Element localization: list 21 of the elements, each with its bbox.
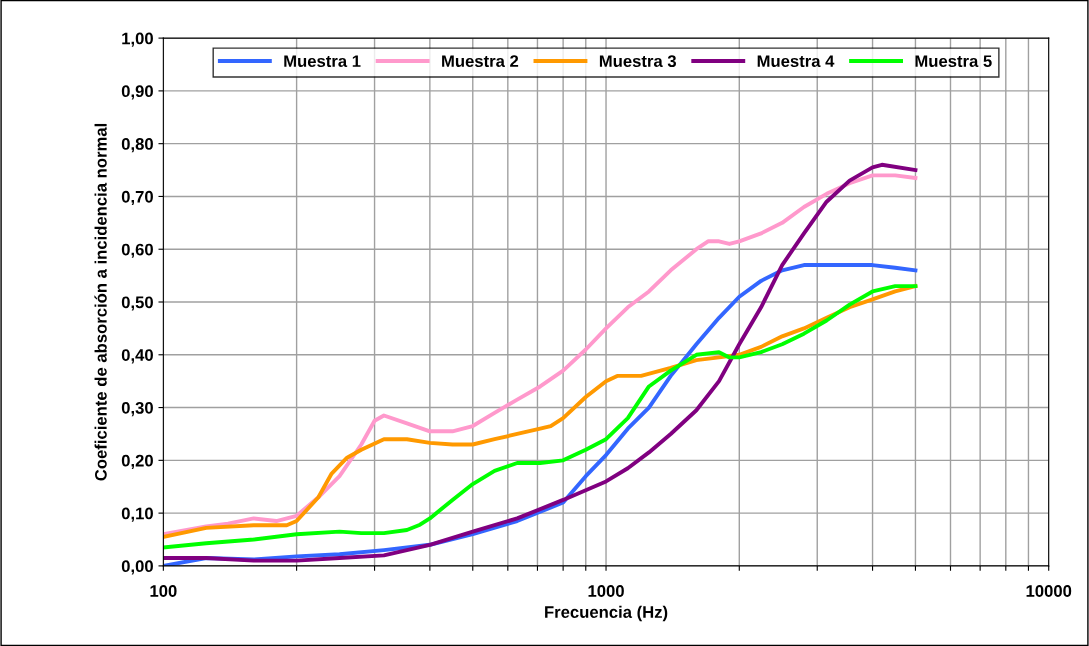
legend-label: Muestra 4 [757, 55, 835, 68]
x-tick-label: 1000 [588, 585, 624, 597]
y-tick-label: 0,60 [121, 243, 153, 258]
y-axis-title: Coeficiente de absorción a incidencia normal [94, 123, 107, 481]
legend-label: Muestra 1 [284, 55, 361, 68]
x-axis-title: Frecuencia (Hz) [545, 605, 668, 622]
y-tick-label: 0,20 [121, 454, 153, 469]
x-tick-label: 100 [150, 585, 177, 597]
y-tick-label: 1,00 [122, 32, 153, 47]
legend-label: Muestra 2 [442, 55, 519, 68]
y-tick-label: 0,30 [121, 401, 153, 417]
x-tick-label: 10000 [1026, 585, 1072, 597]
legend-label: Muestra 3 [599, 55, 676, 68]
y-tick-label: 0,70 [121, 190, 153, 206]
y-tick-label: 0,40 [121, 349, 153, 364]
legend-label: Muestra 5 [915, 55, 992, 68]
y-tick-label: 0,90 [121, 85, 153, 100]
y-tick-label: 0,00 [121, 560, 153, 575]
y-tick-label: 0,80 [121, 138, 153, 153]
y-tick-label: 0,50 [121, 296, 153, 311]
y-tick-label: 0,10 [121, 507, 153, 522]
